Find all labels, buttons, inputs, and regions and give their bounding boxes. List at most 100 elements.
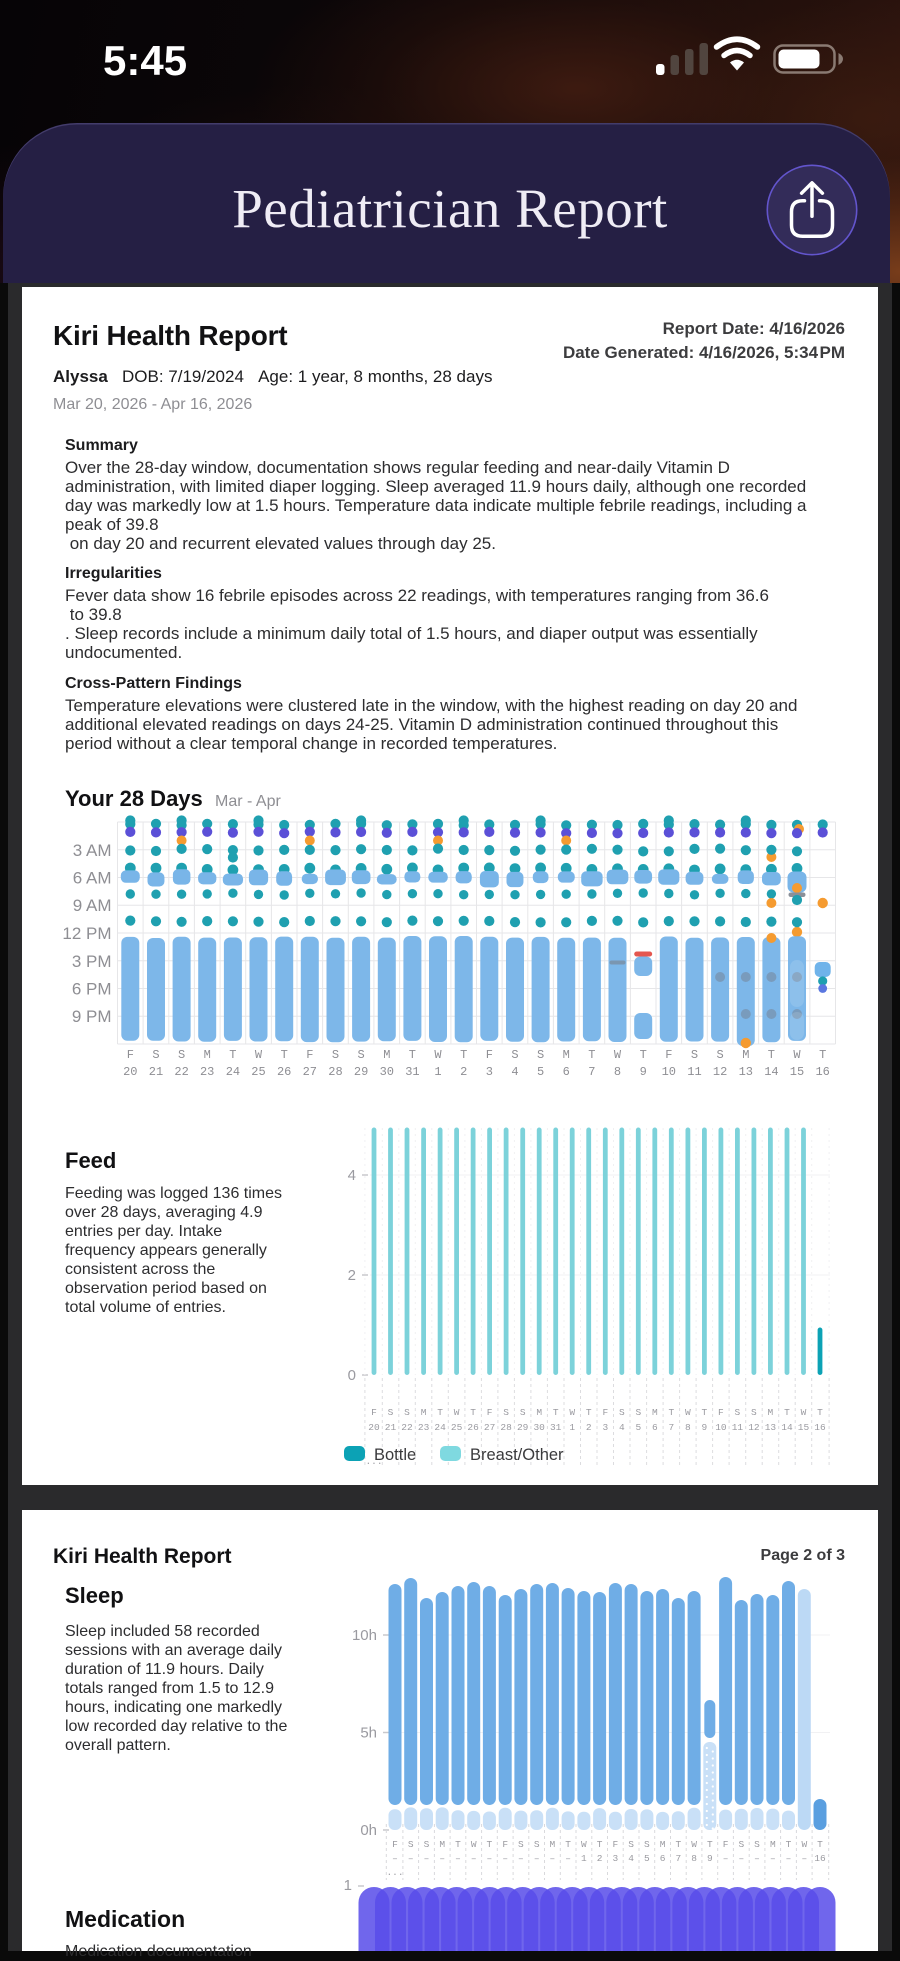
svg-text:F: F — [487, 1407, 493, 1418]
svg-text:10: 10 — [715, 1422, 727, 1433]
svg-text:8: 8 — [685, 1422, 691, 1433]
svg-text:S: S — [408, 1839, 414, 1850]
svg-text:4: 4 — [628, 1853, 634, 1864]
svg-text:T: T — [455, 1839, 461, 1850]
svg-text:–: – — [754, 1853, 760, 1864]
svg-text:S: S — [520, 1407, 526, 1418]
svg-text:S: S — [424, 1839, 430, 1850]
svg-text:9 PM: 9 PM — [72, 1007, 112, 1026]
svg-text:23: 23 — [418, 1422, 430, 1433]
svg-text:S: S — [691, 1048, 698, 1062]
svg-text:7: 7 — [588, 1065, 595, 1079]
svg-text:9: 9 — [640, 1065, 647, 1079]
svg-text:S: S — [738, 1839, 744, 1850]
svg-text:S: S — [751, 1407, 757, 1418]
svg-text:T: T — [229, 1048, 236, 1062]
svg-text:30: 30 — [533, 1422, 545, 1433]
svg-text:26: 26 — [277, 1065, 291, 1079]
svg-text:...: ... — [386, 1867, 403, 1878]
svg-text:F: F — [613, 1839, 619, 1850]
svg-text:F: F — [718, 1407, 724, 1418]
svg-text:7: 7 — [675, 1853, 681, 1864]
svg-text:1: 1 — [344, 1880, 352, 1894]
svg-text:S: S — [619, 1407, 625, 1418]
svg-text:T: T — [281, 1048, 288, 1062]
svg-text:M: M — [383, 1048, 390, 1062]
svg-text:21: 21 — [149, 1065, 163, 1079]
svg-text:14: 14 — [764, 1065, 778, 1079]
svg-text:6: 6 — [652, 1422, 658, 1433]
svg-text:T: T — [640, 1048, 647, 1062]
svg-text:1: 1 — [434, 1065, 441, 1079]
svg-text:T: T — [409, 1048, 416, 1062]
svg-text:F: F — [502, 1839, 508, 1850]
svg-text:1: 1 — [581, 1853, 587, 1864]
svg-text:W: W — [581, 1839, 587, 1850]
svg-text:F: F — [723, 1839, 729, 1850]
svg-text:...: ... — [365, 1456, 382, 1467]
svg-text:5: 5 — [635, 1422, 641, 1433]
svg-text:27: 27 — [303, 1065, 317, 1079]
svg-text:6: 6 — [563, 1065, 570, 1079]
svg-text:S: S — [716, 1048, 723, 1062]
svg-text:F: F — [371, 1407, 377, 1418]
svg-text:11: 11 — [687, 1065, 701, 1079]
svg-text:30: 30 — [380, 1065, 394, 1079]
svg-text:–: – — [801, 1853, 807, 1864]
svg-text:W: W — [614, 1048, 622, 1062]
svg-text:2: 2 — [460, 1065, 467, 1079]
svg-text:F: F — [127, 1048, 134, 1062]
svg-text:15: 15 — [798, 1422, 810, 1433]
svg-text:–: – — [392, 1853, 398, 1864]
svg-text:T: T — [437, 1407, 443, 1418]
svg-text:4: 4 — [348, 1167, 356, 1184]
svg-text:W: W — [434, 1048, 442, 1062]
svg-text:F: F — [392, 1839, 398, 1850]
svg-text:S: S — [357, 1048, 364, 1062]
svg-text:S: S — [388, 1407, 394, 1418]
svg-text:W: W — [471, 1839, 477, 1850]
svg-text:–: – — [723, 1853, 729, 1864]
svg-text:T: T — [470, 1407, 476, 1418]
svg-text:5: 5 — [537, 1065, 544, 1079]
svg-text:12 PM: 12 PM — [62, 924, 111, 943]
svg-text:T: T — [707, 1839, 713, 1850]
svg-text:T: T — [786, 1839, 792, 1850]
svg-text:T: T — [784, 1407, 790, 1418]
svg-text:S: S — [628, 1839, 634, 1850]
svg-text:10: 10 — [662, 1065, 676, 1079]
svg-text:M: M — [421, 1407, 427, 1418]
svg-text:M: M — [652, 1407, 658, 1418]
svg-text:13: 13 — [765, 1422, 777, 1433]
svg-text:0h: 0h — [360, 1822, 377, 1839]
svg-text:T: T — [817, 1839, 823, 1850]
svg-text:S: S — [152, 1048, 159, 1062]
svg-text:S: S — [735, 1407, 741, 1418]
svg-text:23: 23 — [200, 1065, 214, 1079]
svg-text:–: – — [770, 1853, 776, 1864]
svg-text:–: – — [502, 1853, 508, 1864]
svg-text:2: 2 — [586, 1422, 592, 1433]
svg-text:M: M — [536, 1407, 542, 1418]
svg-text:M: M — [563, 1048, 570, 1062]
svg-text:F: F — [486, 1048, 493, 1062]
svg-text:0: 0 — [348, 1367, 356, 1384]
svg-text:T: T — [588, 1048, 595, 1062]
svg-text:5: 5 — [644, 1853, 650, 1864]
svg-text:W: W — [801, 1839, 807, 1850]
svg-text:T: T — [586, 1407, 592, 1418]
svg-text:T: T — [675, 1839, 681, 1850]
svg-text:6 PM: 6 PM — [72, 980, 112, 999]
svg-text:T: T — [597, 1839, 603, 1850]
svg-text:S: S — [178, 1048, 185, 1062]
svg-text:1: 1 — [569, 1422, 575, 1433]
svg-text:22: 22 — [174, 1065, 188, 1079]
svg-text:2: 2 — [597, 1853, 603, 1864]
svg-text:13: 13 — [739, 1065, 753, 1079]
svg-text:S: S — [332, 1048, 339, 1062]
svg-text:29: 29 — [517, 1422, 529, 1433]
svg-text:–: – — [786, 1853, 792, 1864]
svg-text:12: 12 — [748, 1422, 760, 1433]
svg-text:M: M — [768, 1407, 774, 1418]
svg-text:–: – — [408, 1853, 414, 1864]
